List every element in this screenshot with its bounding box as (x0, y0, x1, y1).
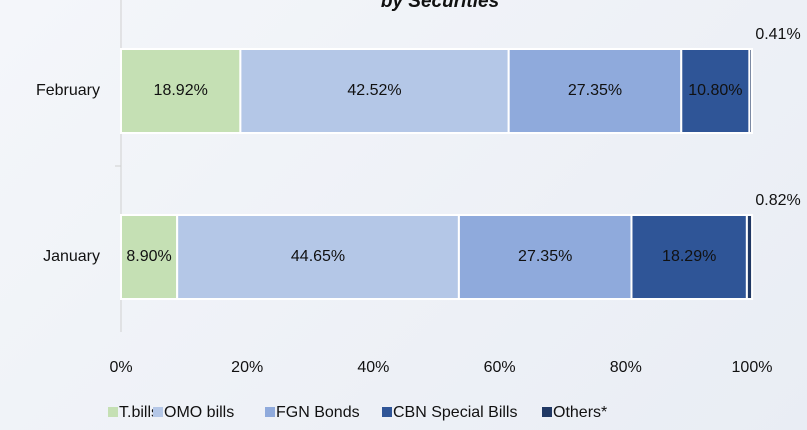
legend-swatch (153, 407, 163, 417)
bar-segment (507, 48, 683, 134)
data-label: 27.35% (518, 248, 572, 265)
legend-label: OMO bills (164, 404, 234, 421)
data-label: 0.41% (755, 26, 800, 43)
x-tick-label: 80% (610, 359, 642, 376)
legend-label: CBN Special Bills (393, 404, 517, 421)
data-label: 10.80% (688, 82, 742, 99)
chart-title: by Securities (381, 0, 499, 12)
bar-segment (745, 214, 754, 300)
data-label: 42.52% (347, 82, 401, 99)
bar-segment (457, 214, 633, 300)
legend-label: FGN Bonds (276, 404, 360, 421)
category-label: January (43, 248, 100, 265)
legend-label: Others* (553, 404, 607, 421)
data-label: 18.92% (154, 82, 208, 99)
x-tick-label: 0% (109, 359, 132, 376)
bar-segment (630, 214, 748, 300)
x-tick-label: 60% (484, 359, 516, 376)
x-tick-label: 100% (732, 359, 773, 376)
legend-swatch (265, 407, 275, 417)
data-label: 18.29% (662, 248, 716, 265)
category-label: February (36, 82, 100, 99)
bar-segment (748, 48, 754, 134)
x-tick-label: 20% (231, 359, 263, 376)
legend-swatch (108, 407, 118, 417)
bar-segment (680, 48, 751, 134)
bar-segment (239, 48, 510, 134)
legend-label: T.bills (119, 404, 159, 421)
data-label: 0.82% (755, 192, 800, 209)
data-label: 27.35% (568, 82, 622, 99)
bar-segment (120, 48, 242, 134)
x-tick-label: 40% (357, 359, 389, 376)
legend-swatch (542, 407, 552, 417)
data-label: 8.90% (126, 248, 171, 265)
bar-segment (176, 214, 460, 300)
legend-swatch (382, 407, 392, 417)
data-label: 44.65% (291, 248, 345, 265)
